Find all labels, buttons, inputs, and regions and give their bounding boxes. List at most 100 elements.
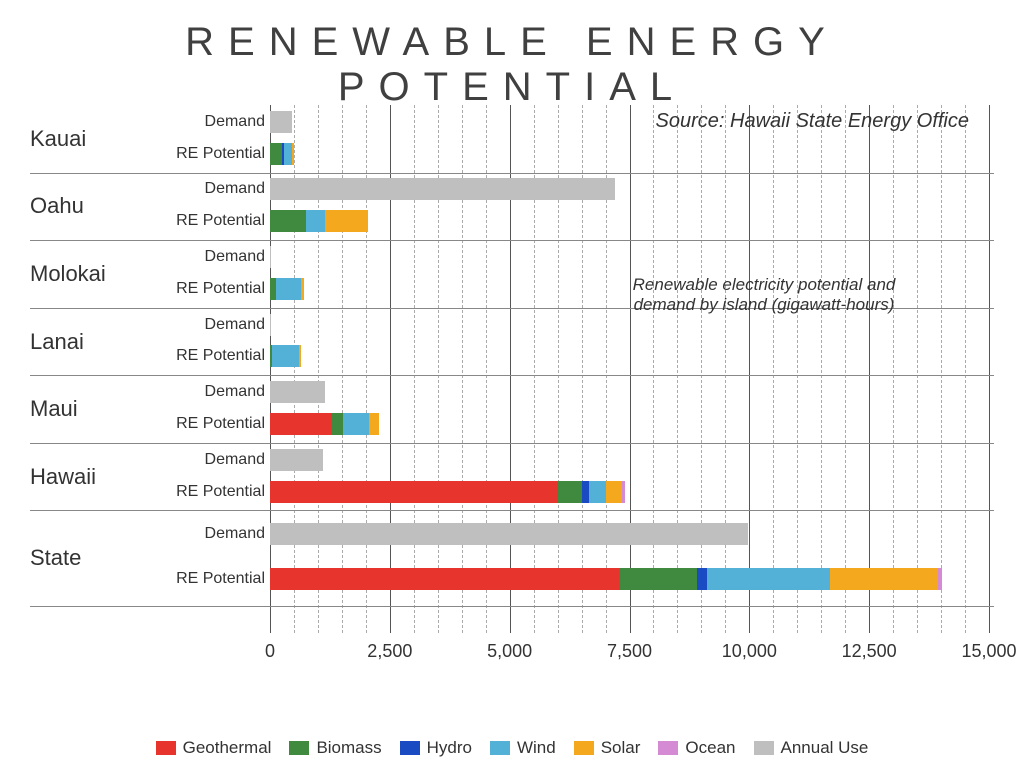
seg-solar bbox=[292, 143, 294, 165]
row-demand: Demand bbox=[30, 381, 994, 403]
chart-area: KauaiDemandRE PotentialOahuDemandRE Pote… bbox=[30, 95, 994, 668]
chart-subtitle: Renewable electricity potential anddeman… bbox=[594, 275, 934, 315]
row-potential: RE Potential bbox=[30, 210, 994, 232]
row-potential: RE Potential bbox=[30, 568, 994, 590]
row-label: Demand bbox=[145, 451, 265, 469]
legend-swatch bbox=[754, 741, 774, 755]
seg-wind bbox=[306, 210, 325, 232]
row-potential: RE Potential bbox=[30, 345, 994, 367]
legend-label: Biomass bbox=[316, 738, 381, 758]
legend-swatch bbox=[658, 741, 678, 755]
seg-annualuse bbox=[270, 178, 615, 200]
group-state: StateDemandRE Potential bbox=[30, 511, 994, 606]
bar bbox=[270, 210, 989, 232]
seg-geothermal bbox=[270, 568, 620, 590]
row-label: RE Potential bbox=[145, 415, 265, 433]
seg-geothermal bbox=[270, 413, 332, 435]
legend-swatch bbox=[156, 741, 176, 755]
row-demand: Demand bbox=[30, 314, 994, 336]
legend-swatch bbox=[490, 741, 510, 755]
x-tick-label: 12,500 bbox=[842, 641, 897, 662]
seg-solar bbox=[299, 345, 301, 367]
legend-label: Geothermal bbox=[183, 738, 272, 758]
row-label: RE Potential bbox=[145, 212, 265, 230]
legend-item-solar: Solar bbox=[574, 738, 641, 758]
row-label: Demand bbox=[145, 525, 265, 543]
seg-annualuse bbox=[270, 111, 292, 133]
seg-annualuse bbox=[270, 381, 325, 403]
legend-label: Wind bbox=[517, 738, 556, 758]
row-potential: RE Potential bbox=[30, 143, 994, 165]
row-potential: RE Potential bbox=[30, 413, 994, 435]
group-lanai: LanaiDemandRE Potential bbox=[30, 308, 994, 376]
bar bbox=[270, 568, 989, 590]
bar bbox=[270, 314, 989, 336]
seg-biomass bbox=[558, 481, 582, 503]
seg-annualuse bbox=[270, 246, 271, 268]
seg-geothermal bbox=[270, 481, 558, 503]
row-label: RE Potential bbox=[145, 570, 265, 588]
legend-swatch bbox=[574, 741, 594, 755]
seg-solar bbox=[606, 481, 623, 503]
bar bbox=[270, 523, 989, 545]
row-label: Demand bbox=[145, 316, 265, 334]
seg-wind bbox=[589, 481, 606, 503]
seg-wind bbox=[343, 413, 369, 435]
seg-biomass bbox=[270, 210, 306, 232]
bar bbox=[270, 449, 989, 471]
seg-hydro bbox=[582, 481, 589, 503]
legend-item-ocean: Ocean bbox=[658, 738, 735, 758]
x-tick-label: 15,000 bbox=[961, 641, 1016, 662]
row-label: RE Potential bbox=[145, 145, 265, 163]
row-label: RE Potential bbox=[145, 483, 265, 501]
bar bbox=[270, 246, 989, 268]
legend-label: Hydro bbox=[427, 738, 472, 758]
seg-ocean bbox=[938, 568, 943, 590]
seg-biomass bbox=[620, 568, 697, 590]
bar bbox=[270, 413, 989, 435]
x-tick-label: 2,500 bbox=[367, 641, 412, 662]
seg-wind bbox=[284, 143, 291, 165]
legend-label: Solar bbox=[601, 738, 641, 758]
row-label: Demand bbox=[145, 113, 265, 131]
legend-label: Annual Use bbox=[781, 738, 869, 758]
seg-solar bbox=[301, 278, 303, 300]
row-label: Demand bbox=[145, 180, 265, 198]
legend-item-annualuse: Annual Use bbox=[754, 738, 869, 758]
row-demand: Demand bbox=[30, 178, 994, 200]
row-label: Demand bbox=[145, 383, 265, 401]
row-demand: Demand bbox=[30, 246, 994, 268]
bar bbox=[270, 143, 989, 165]
source-text: Source: Hawaii State Energy Office bbox=[656, 110, 969, 133]
row-demand: Demand bbox=[30, 523, 994, 545]
seg-hydro bbox=[697, 568, 708, 590]
seg-solar bbox=[369, 413, 379, 435]
row-label: Demand bbox=[145, 248, 265, 266]
seg-solar bbox=[830, 568, 938, 590]
seg-ocean bbox=[622, 481, 624, 503]
x-tick-label: 7,500 bbox=[607, 641, 652, 662]
seg-biomass bbox=[332, 413, 343, 435]
legend-item-geothermal: Geothermal bbox=[156, 738, 272, 758]
seg-solar bbox=[325, 210, 368, 232]
seg-wind bbox=[272, 345, 299, 367]
bar bbox=[270, 345, 989, 367]
legend: Geothermal Biomass Hydro Wind Solar Ocean Annu… bbox=[0, 738, 1024, 758]
legend-item-biomass: Biomass bbox=[289, 738, 381, 758]
row-label: RE Potential bbox=[145, 280, 265, 298]
legend-item-wind: Wind bbox=[490, 738, 556, 758]
bar bbox=[270, 481, 989, 503]
group-maui: MauiDemandRE Potential bbox=[30, 375, 994, 443]
row-potential: RE Potential bbox=[30, 481, 994, 503]
seg-wind bbox=[707, 568, 830, 590]
row-label: RE Potential bbox=[145, 347, 265, 365]
group-divider bbox=[30, 606, 994, 607]
seg-annualuse bbox=[270, 449, 323, 471]
bar bbox=[270, 381, 989, 403]
row-demand: Demand bbox=[30, 449, 994, 471]
x-tick-label: 10,000 bbox=[722, 641, 777, 662]
legend-swatch bbox=[289, 741, 309, 755]
legend-label: Ocean bbox=[685, 738, 735, 758]
legend-item-hydro: Hydro bbox=[400, 738, 472, 758]
seg-annualuse bbox=[270, 314, 271, 336]
